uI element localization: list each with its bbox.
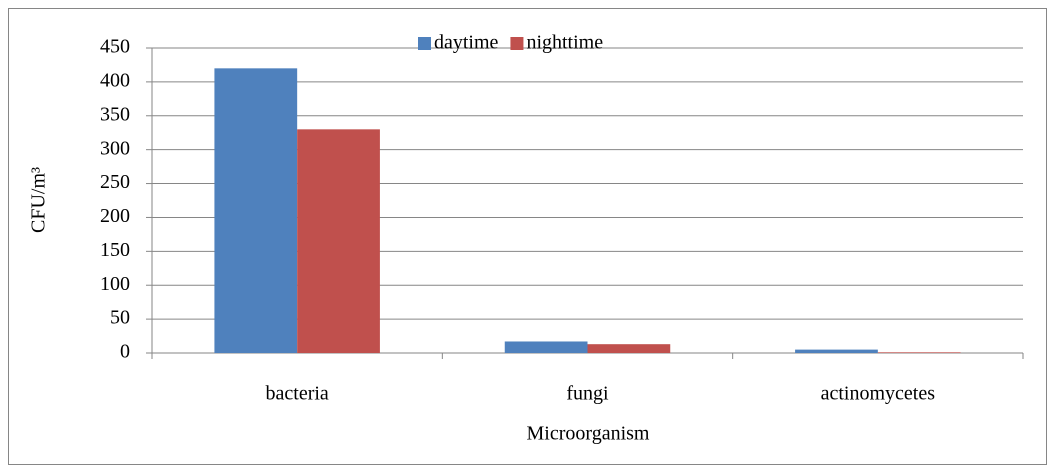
y-tick-label: 350 xyxy=(100,103,130,125)
y-tick-label: 450 xyxy=(100,36,130,58)
chart-border xyxy=(8,8,1047,465)
y-tick-label: 0 xyxy=(120,341,130,363)
y-tick-label: 100 xyxy=(100,273,130,295)
bar xyxy=(877,352,961,353)
y-axis-title: CFU/m³ xyxy=(28,167,50,233)
x-tick-label: actinomycetes xyxy=(821,383,936,405)
y-tick-label: 250 xyxy=(100,171,130,193)
bar xyxy=(504,341,588,353)
legend-swatch xyxy=(418,37,431,50)
bar xyxy=(297,129,380,353)
y-tick-label: 300 xyxy=(100,137,130,159)
x-tick-label: bacteria xyxy=(266,383,329,405)
bar xyxy=(795,349,878,353)
y-tick-label: 50 xyxy=(110,307,130,329)
legend-swatch xyxy=(510,37,524,50)
y-tick-label: 400 xyxy=(100,69,130,91)
legend-label: nighttime xyxy=(526,32,603,54)
bar xyxy=(587,344,671,353)
y-tick-label: 200 xyxy=(100,205,130,227)
x-axis-title: Microorganism xyxy=(527,423,650,445)
y-tick-label: 150 xyxy=(100,239,130,261)
legend-label: daytime xyxy=(434,32,499,54)
bar xyxy=(214,68,298,353)
x-tick-label: fungi xyxy=(566,383,609,405)
